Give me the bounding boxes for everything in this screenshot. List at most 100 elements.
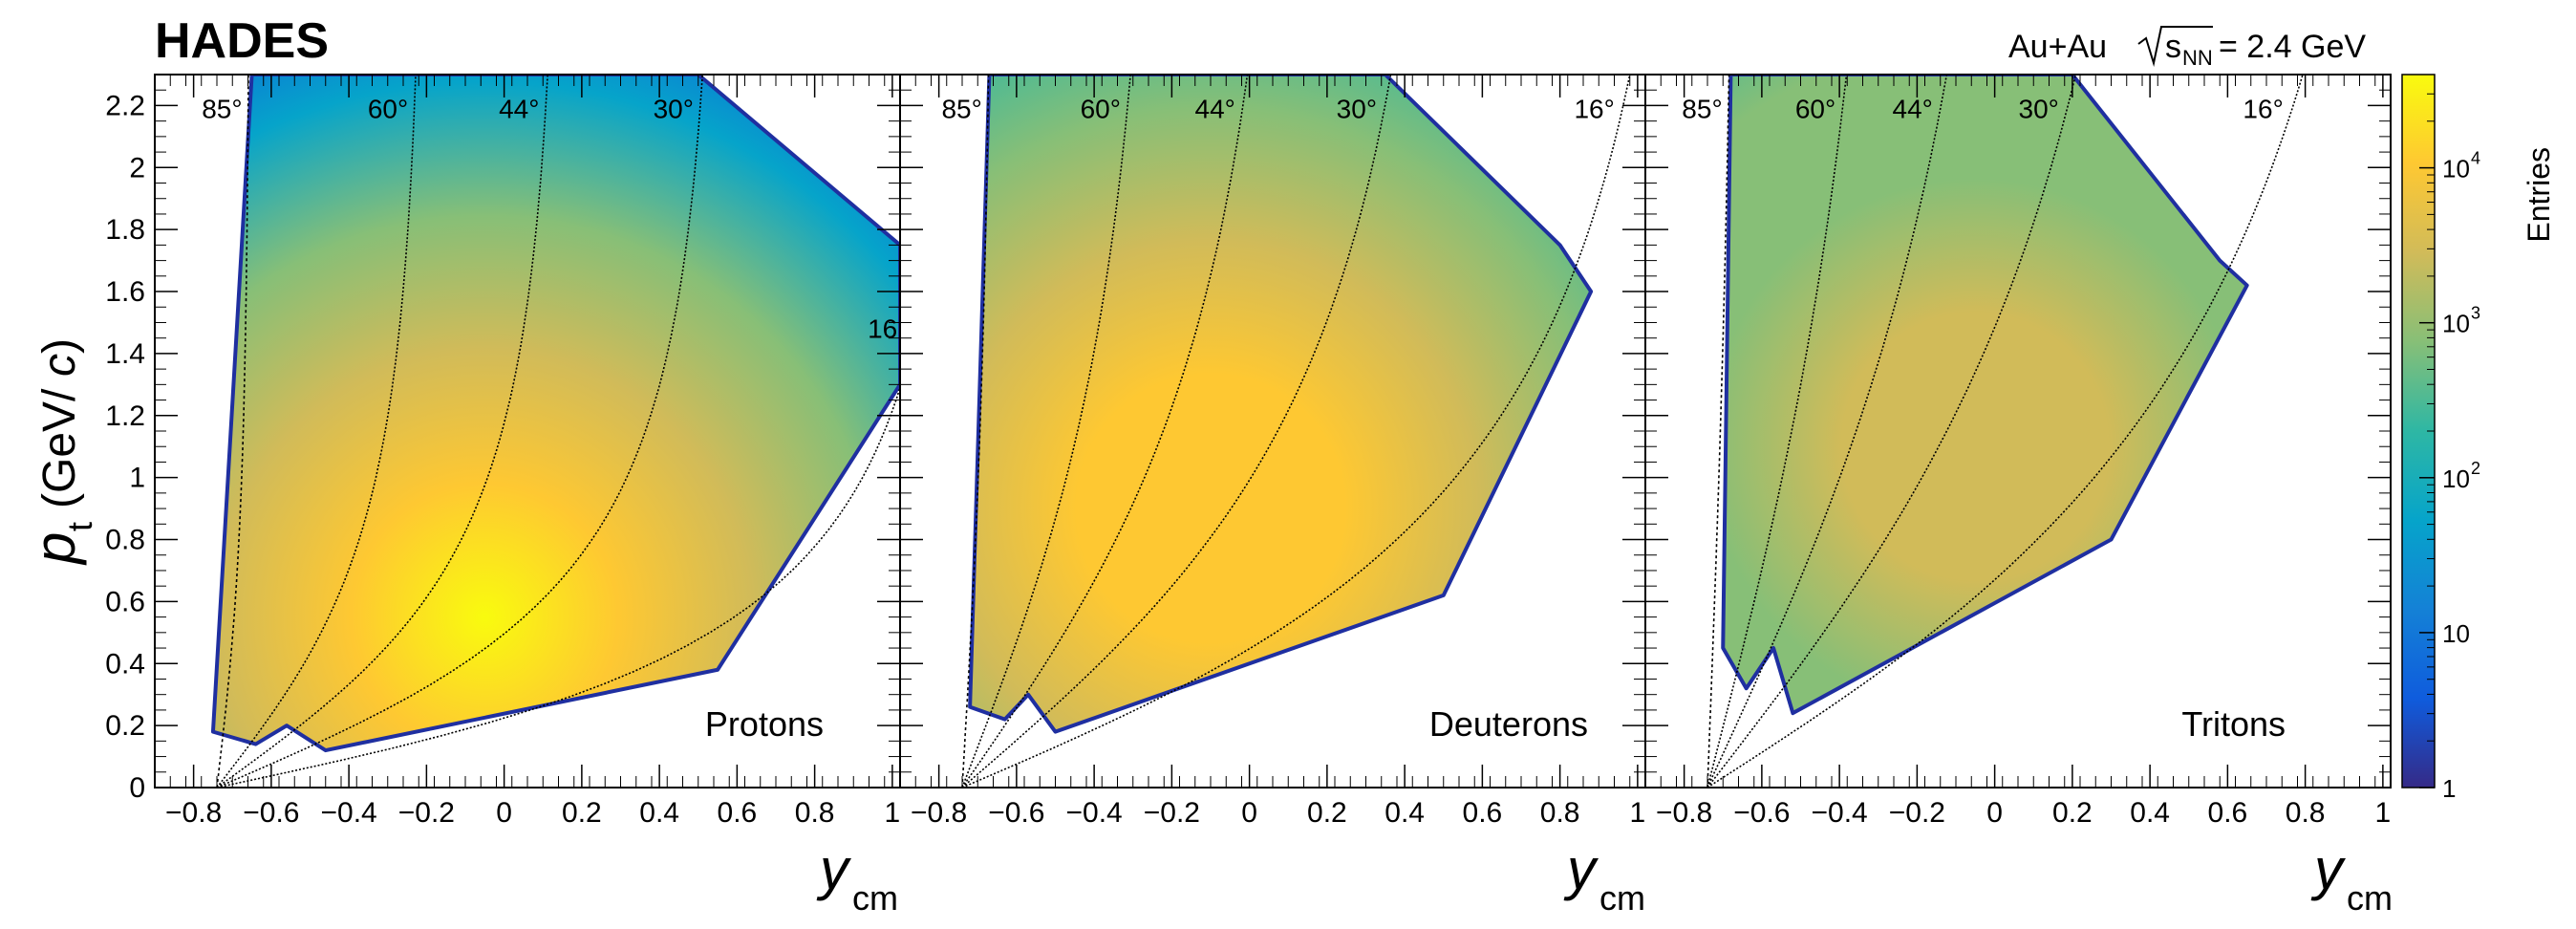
y-tick-label: 0.4 [105, 648, 145, 680]
colorbar-tick-label: 10 [2442, 155, 2470, 184]
collision-system-text: Au+Au [2008, 29, 2107, 65]
angle-label-60: 60° [1795, 94, 1835, 123]
angle-line-30 [961, 75, 1392, 788]
y-tick-label: 2.2 [105, 90, 145, 121]
ticks-protons: −0.8 −0.6 −0.4 −0.2 0 0.2 0.4 0.6 0.8 1 0 0.2 0.4 0.6… [105, 74, 901, 829]
x-tick-label: 0.8 [795, 797, 835, 829]
ticks-deuterons: −0.8 −0.6 −0.4 −0.2 0 0.2 0.4 0.6 0.8 1 [899, 74, 1646, 829]
x-axis-symbol: y [816, 837, 852, 901]
x-tick-label: 0.8 [2286, 797, 2326, 829]
y-tick-label: 0.6 [105, 586, 145, 617]
x-tick-label: −0.4 [321, 797, 377, 829]
x-tick-label: 0.4 [2130, 797, 2170, 829]
x-tick-label: 0.2 [562, 797, 602, 829]
angle-label-85: 85° [1682, 94, 1722, 123]
angle-label-44: 44° [1195, 94, 1235, 123]
angle-labels-deuterons: 85° 60° 44° 30° 16° [941, 94, 1614, 123]
colorbar-tick-label: 10 [2442, 310, 2470, 338]
energy-sub: NN [2182, 46, 2213, 70]
y-tick-label: 0.2 [105, 710, 145, 742]
energy-s: s [2165, 29, 2181, 65]
colorbar-tick-exponent: 4 [2471, 149, 2480, 168]
x-tick-label: 0.6 [2208, 797, 2248, 829]
x-tick-label: 0.8 [1540, 797, 1580, 829]
x-tick-label: −0.8 [165, 797, 222, 829]
x-axis-symbol: y [1563, 837, 1599, 901]
y-axis-symbol: p [23, 532, 87, 566]
colorbar-tick-label: 10 [2442, 619, 2470, 648]
x-tick-label: 0.2 [1307, 797, 1347, 829]
angle-line-60 [961, 75, 1131, 788]
x-tick-label: 1 [1630, 797, 1646, 829]
species-label-protons: Protons [705, 704, 824, 744]
x-tick-label: −0.8 [911, 797, 967, 829]
x-tick-label: −0.2 [398, 797, 455, 829]
angle-label-30: 30° [1337, 94, 1377, 123]
angle-line-30 [216, 75, 703, 788]
angle-line-44 [216, 75, 548, 788]
colorbar-tick-label: 10 [2442, 464, 2470, 493]
acceptance-region [1721, 75, 2249, 716]
sqrt-symbol [2137, 26, 2213, 67]
x-tick-label: 0.4 [1385, 797, 1425, 829]
angle-lines-tritons [1707, 75, 2304, 788]
y-tick-label: 1.6 [105, 276, 145, 308]
y-tick-label: 1.2 [105, 400, 145, 432]
angle-label-30: 30° [2019, 94, 2059, 123]
panel-tritons: 85° 60° 44° 30° 16° −0.8 −0.6 −0.4 −0.2 0 0.2 0.4 0… [1644, 74, 2392, 829]
y-axis-unit-open: (GeV/ [34, 388, 85, 508]
colorbar-tick-exponent: 2 [2471, 459, 2480, 478]
colorbar-tick-label: 1 [2442, 774, 2456, 803]
angle-label-60: 60° [1081, 94, 1121, 123]
heatmap-protons [210, 75, 900, 753]
colorbar-title: Entries [2522, 147, 2556, 243]
x-axis-title-tritons: y cm [2310, 837, 2393, 918]
y-tick-label: 1 [129, 463, 145, 494]
y-axis-unit-close: ) [34, 338, 85, 354]
angle-line-44 [1707, 75, 1948, 788]
y-tick-label: 0 [129, 772, 145, 804]
angle-label-60: 60° [368, 94, 408, 123]
x-axis-title-deuterons: y cm [1563, 837, 1645, 918]
angle-label-85: 85° [202, 94, 242, 123]
panel-deuterons: 85° 60° 44° 30° 16° −0.8 −0.6 −0.4 −0.2 0 0.2 0.4 0… [899, 74, 1646, 829]
x-tick-label: 0.6 [718, 797, 758, 829]
angle-lines-protons [216, 75, 900, 788]
y-axis-sub: t [60, 522, 99, 531]
y-axis-unit-c: c [34, 354, 85, 377]
experiment-logo: HADES [155, 13, 329, 69]
angle-label-30: 30° [654, 94, 694, 123]
x-tick-label: −0.4 [1066, 797, 1123, 829]
angle-label-16: 16° [2243, 94, 2283, 123]
angle-line-16 [1707, 75, 2304, 788]
energy-value: = 2.4 GeV [2219, 29, 2366, 65]
angle-label-85: 85° [941, 94, 981, 123]
x-tick-label: 0.4 [639, 797, 679, 829]
frame-tritons [1644, 74, 2392, 789]
angle-lines-deuterons [961, 75, 1631, 788]
x-tick-label: −0.2 [1889, 797, 1945, 829]
x-tick-label: 0 [1241, 797, 1257, 829]
x-tick-label: −0.4 [1812, 797, 1868, 829]
collision-system-label: Au+Au s NN = 2.4 GeV [2008, 26, 2366, 70]
x-tick-label: −0.2 [1144, 797, 1200, 829]
x-tick-label: 1 [885, 797, 901, 829]
angle-labels-tritons: 85° 60° 44° 30° 16° [1682, 94, 2283, 123]
y-tick-label: 1.4 [105, 338, 145, 370]
x-tick-label: 0 [1986, 797, 2003, 829]
angle-label-44: 44° [1893, 94, 1933, 123]
x-axis-title-protons: y cm [816, 837, 898, 918]
angle-line-60 [216, 75, 417, 788]
panel-protons: 85° 60° 44° 30°16° −0.8 −0.6 −0.4 −0.2 0 0.2 0.4 0… [105, 74, 908, 829]
species-label-tritons: Tritons [2181, 704, 2286, 744]
acceptance-region [210, 75, 900, 753]
x-tick-label: 0.6 [1463, 797, 1503, 829]
y-tick-label: 1.8 [105, 214, 145, 246]
species-label-deuterons: Deuterons [1429, 704, 1588, 744]
x-tick-label: −0.8 [1656, 797, 1712, 829]
x-tick-label: 0.2 [2052, 797, 2093, 829]
y-tick-label: 0.8 [105, 525, 145, 556]
